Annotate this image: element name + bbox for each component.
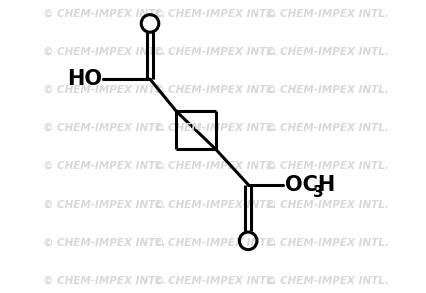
- Text: © CHEM-IMPEX INTL.: © CHEM-IMPEX INTL.: [43, 9, 166, 19]
- Text: © CHEM-IMPEX INTL.: © CHEM-IMPEX INTL.: [43, 199, 166, 209]
- Text: © CHEM-IMPEX INTL.: © CHEM-IMPEX INTL.: [266, 199, 389, 209]
- Text: © CHEM-IMPEX INTL.: © CHEM-IMPEX INTL.: [43, 161, 166, 171]
- Text: © CHEM-IMPEX INTL.: © CHEM-IMPEX INTL.: [154, 161, 277, 171]
- Text: © CHEM-IMPEX INTL.: © CHEM-IMPEX INTL.: [43, 237, 166, 247]
- Text: © CHEM-IMPEX INTL.: © CHEM-IMPEX INTL.: [266, 275, 389, 285]
- Text: © CHEM-IMPEX INTL.: © CHEM-IMPEX INTL.: [266, 47, 389, 57]
- Text: HO: HO: [66, 69, 102, 89]
- Text: OCH: OCH: [285, 175, 335, 195]
- Text: 3: 3: [313, 185, 323, 200]
- Text: © CHEM-IMPEX INTL.: © CHEM-IMPEX INTL.: [154, 9, 277, 19]
- Text: © CHEM-IMPEX INTL.: © CHEM-IMPEX INTL.: [154, 85, 277, 95]
- Text: © CHEM-IMPEX INTL.: © CHEM-IMPEX INTL.: [154, 237, 277, 247]
- Text: © CHEM-IMPEX INTL.: © CHEM-IMPEX INTL.: [43, 85, 166, 95]
- Text: © CHEM-IMPEX INTL.: © CHEM-IMPEX INTL.: [43, 47, 166, 57]
- Text: © CHEM-IMPEX INTL.: © CHEM-IMPEX INTL.: [43, 123, 166, 133]
- Text: © CHEM-IMPEX INTL.: © CHEM-IMPEX INTL.: [266, 123, 389, 133]
- Text: © CHEM-IMPEX INTL.: © CHEM-IMPEX INTL.: [154, 199, 277, 209]
- Text: © CHEM-IMPEX INTL.: © CHEM-IMPEX INTL.: [154, 47, 277, 57]
- Text: © CHEM-IMPEX INTL.: © CHEM-IMPEX INTL.: [154, 123, 277, 133]
- Text: © CHEM-IMPEX INTL.: © CHEM-IMPEX INTL.: [266, 161, 389, 171]
- Text: © CHEM-IMPEX INTL.: © CHEM-IMPEX INTL.: [266, 85, 389, 95]
- Text: © CHEM-IMPEX INTL.: © CHEM-IMPEX INTL.: [266, 237, 389, 247]
- Text: © CHEM-IMPEX INTL.: © CHEM-IMPEX INTL.: [43, 275, 166, 285]
- Text: © CHEM-IMPEX INTL.: © CHEM-IMPEX INTL.: [266, 9, 389, 19]
- Text: © CHEM-IMPEX INTL.: © CHEM-IMPEX INTL.: [154, 275, 277, 285]
